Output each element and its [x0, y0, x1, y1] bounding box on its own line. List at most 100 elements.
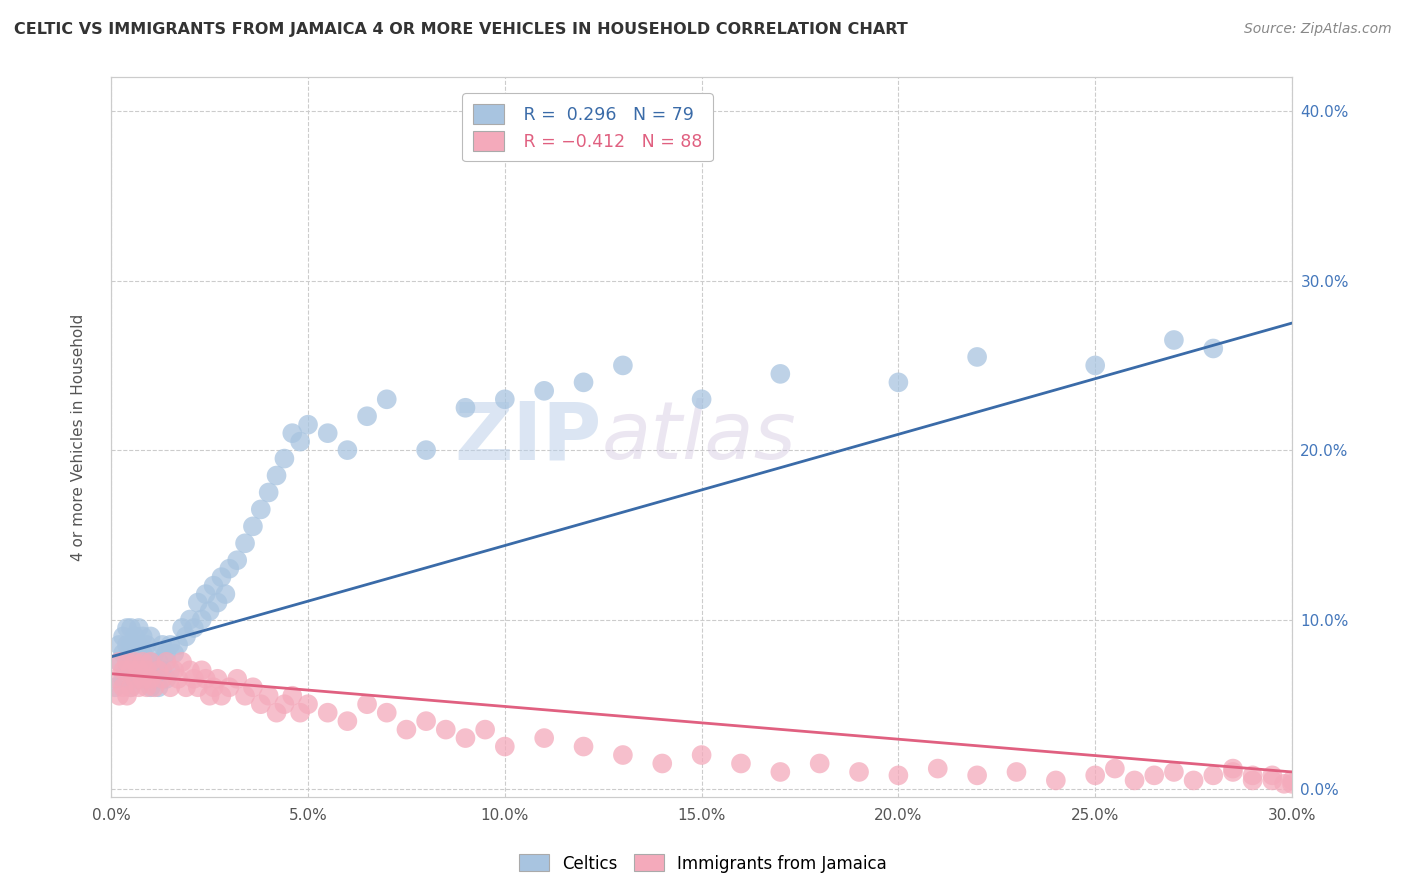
- Point: [1281, 777, 1303, 791]
- Point: [336, 714, 359, 728]
- Point: [148, 655, 170, 669]
- Text: CELTIC VS IMMIGRANTS FROM JAMAICA 4 OR MORE VEHICLES IN HOUSEHOLD CORRELATION CH: CELTIC VS IMMIGRANTS FROM JAMAICA 4 OR M…: [14, 22, 908, 37]
- Point: [155, 655, 177, 669]
- Point: [191, 613, 214, 627]
- Point: [226, 672, 249, 686]
- Point: [163, 646, 186, 660]
- Point: [108, 638, 131, 652]
- Point: [135, 638, 157, 652]
- Point: [249, 502, 271, 516]
- Point: [115, 638, 138, 652]
- Point: [1143, 768, 1166, 782]
- Point: [143, 646, 166, 660]
- Point: [297, 697, 319, 711]
- Point: [533, 384, 555, 398]
- Point: [1163, 764, 1185, 779]
- Point: [124, 646, 146, 660]
- Point: [1241, 773, 1264, 788]
- Point: [132, 655, 155, 669]
- Point: [966, 768, 988, 782]
- Point: [887, 376, 910, 390]
- Point: [226, 553, 249, 567]
- Point: [159, 638, 181, 652]
- Point: [207, 596, 229, 610]
- Point: [202, 680, 225, 694]
- Point: [172, 621, 194, 635]
- Point: [288, 706, 311, 720]
- Point: [167, 672, 190, 686]
- Point: [132, 630, 155, 644]
- Point: [124, 672, 146, 686]
- Point: [1222, 762, 1244, 776]
- Point: [375, 392, 398, 407]
- Point: [288, 434, 311, 449]
- Text: atlas: atlas: [602, 399, 796, 476]
- Point: [242, 680, 264, 694]
- Point: [139, 655, 162, 669]
- Point: [172, 655, 194, 669]
- Point: [143, 680, 166, 694]
- Point: [257, 689, 280, 703]
- Text: ZIP: ZIP: [454, 399, 602, 476]
- Point: [135, 663, 157, 677]
- Point: [112, 680, 135, 694]
- Point: [1261, 768, 1284, 782]
- Point: [454, 401, 477, 415]
- Point: [1202, 768, 1225, 782]
- Point: [257, 485, 280, 500]
- Point: [183, 672, 205, 686]
- Point: [395, 723, 418, 737]
- Point: [533, 731, 555, 745]
- Legend:  R =  0.296   N = 79,  R = −0.412   N = 88: R = 0.296 N = 79, R = −0.412 N = 88: [463, 94, 713, 161]
- Point: [115, 689, 138, 703]
- Point: [214, 587, 236, 601]
- Point: [163, 663, 186, 677]
- Point: [249, 697, 271, 711]
- Point: [233, 536, 256, 550]
- Point: [194, 587, 217, 601]
- Point: [1005, 764, 1028, 779]
- Point: [218, 562, 240, 576]
- Point: [808, 756, 831, 771]
- Point: [115, 663, 138, 677]
- Point: [1281, 773, 1303, 788]
- Point: [769, 367, 792, 381]
- Point: [848, 764, 870, 779]
- Point: [612, 359, 634, 373]
- Point: [1123, 773, 1146, 788]
- Point: [183, 621, 205, 635]
- Point: [148, 680, 170, 694]
- Point: [132, 672, 155, 686]
- Point: [152, 663, 174, 677]
- Point: [769, 764, 792, 779]
- Point: [135, 680, 157, 694]
- Point: [115, 655, 138, 669]
- Point: [690, 392, 713, 407]
- Point: [209, 689, 232, 703]
- Point: [198, 604, 221, 618]
- Point: [139, 655, 162, 669]
- Point: [966, 350, 988, 364]
- Point: [124, 630, 146, 644]
- Point: [128, 621, 150, 635]
- Point: [120, 680, 142, 694]
- Point: [1261, 773, 1284, 788]
- Point: [202, 579, 225, 593]
- Point: [120, 680, 142, 694]
- Point: [143, 672, 166, 686]
- Point: [112, 646, 135, 660]
- Legend: Celtics, Immigrants from Jamaica: Celtics, Immigrants from Jamaica: [512, 847, 894, 880]
- Point: [174, 680, 197, 694]
- Point: [209, 570, 232, 584]
- Point: [155, 672, 177, 686]
- Point: [572, 739, 595, 754]
- Point: [108, 655, 131, 669]
- Y-axis label: 4 or more Vehicles in Household: 4 or more Vehicles in Household: [72, 314, 86, 561]
- Point: [152, 672, 174, 686]
- Point: [112, 672, 135, 686]
- Point: [356, 697, 378, 711]
- Point: [297, 417, 319, 432]
- Point: [494, 392, 516, 407]
- Point: [124, 672, 146, 686]
- Point: [281, 426, 304, 441]
